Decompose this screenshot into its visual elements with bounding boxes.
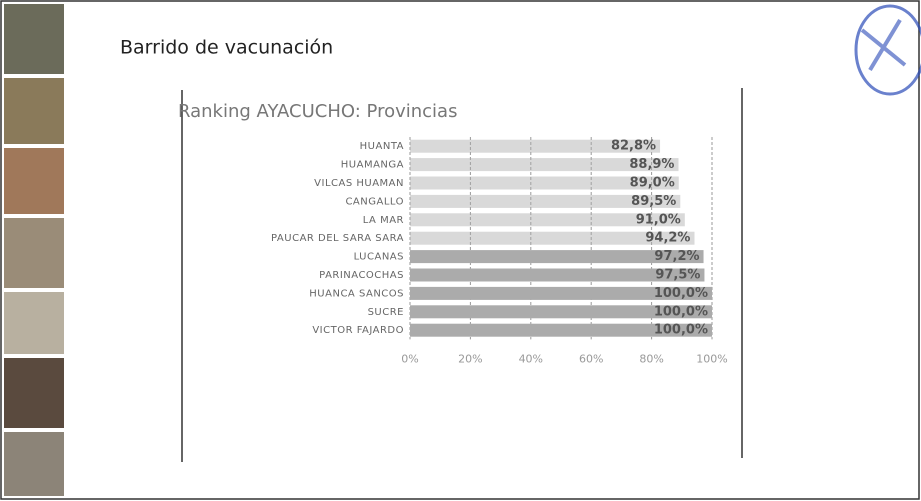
- category-label: LA MAR: [363, 215, 404, 226]
- data-label: 100,0%: [654, 286, 708, 301]
- bar: [410, 194, 681, 208]
- bar: [410, 139, 661, 153]
- category-label: SUCRE: [368, 307, 404, 318]
- bar: [410, 158, 679, 172]
- category-label: PARINACOCHAS: [319, 270, 404, 281]
- category-label: VILCAS HUAMAN: [314, 178, 404, 189]
- bar: [410, 305, 712, 319]
- category-label: PAUCAR DEL SARA SARA: [271, 233, 404, 244]
- category-label: HUAMANGA: [341, 160, 404, 171]
- x-tick-label: 60%: [579, 352, 603, 365]
- data-label: 89,5%: [631, 194, 676, 209]
- data-label: 88,9%: [629, 157, 674, 172]
- bar: [410, 286, 712, 300]
- category-label: LUCANAS: [354, 252, 404, 263]
- bar: [410, 323, 712, 337]
- data-label: 89,0%: [630, 176, 675, 191]
- bar: [410, 176, 679, 190]
- data-label: 100,0%: [654, 304, 708, 319]
- x-tick-label: 0%: [401, 352, 418, 365]
- category-label: HUANCA SANCOS: [309, 288, 404, 299]
- x-tick-label: 20%: [458, 352, 482, 365]
- photo-strip: [4, 4, 64, 496]
- stamp: [854, 4, 921, 96]
- data-label: 97,2%: [654, 249, 699, 264]
- category-label: VICTOR FAJARDO: [312, 325, 404, 336]
- data-label: 82,8%: [611, 139, 656, 154]
- slide-title: Barrido de vacunación: [120, 37, 333, 59]
- x-tick-label: 80%: [639, 352, 663, 365]
- chart-title: Ranking AYACUCHO: Provincias: [178, 101, 457, 122]
- bar: [410, 250, 704, 264]
- x-tick-label: 40%: [519, 352, 543, 365]
- bar: [410, 231, 695, 245]
- x-tick-label: 100%: [696, 352, 727, 365]
- data-label: 91,0%: [636, 212, 681, 227]
- category-label: HUANTA: [360, 141, 404, 152]
- bar: [410, 213, 685, 227]
- data-label: 94,2%: [645, 231, 690, 246]
- data-label: 97,5%: [655, 268, 700, 283]
- bar: [410, 268, 705, 282]
- data-label: 100,0%: [654, 323, 708, 338]
- category-label: CANGALLO: [345, 196, 404, 207]
